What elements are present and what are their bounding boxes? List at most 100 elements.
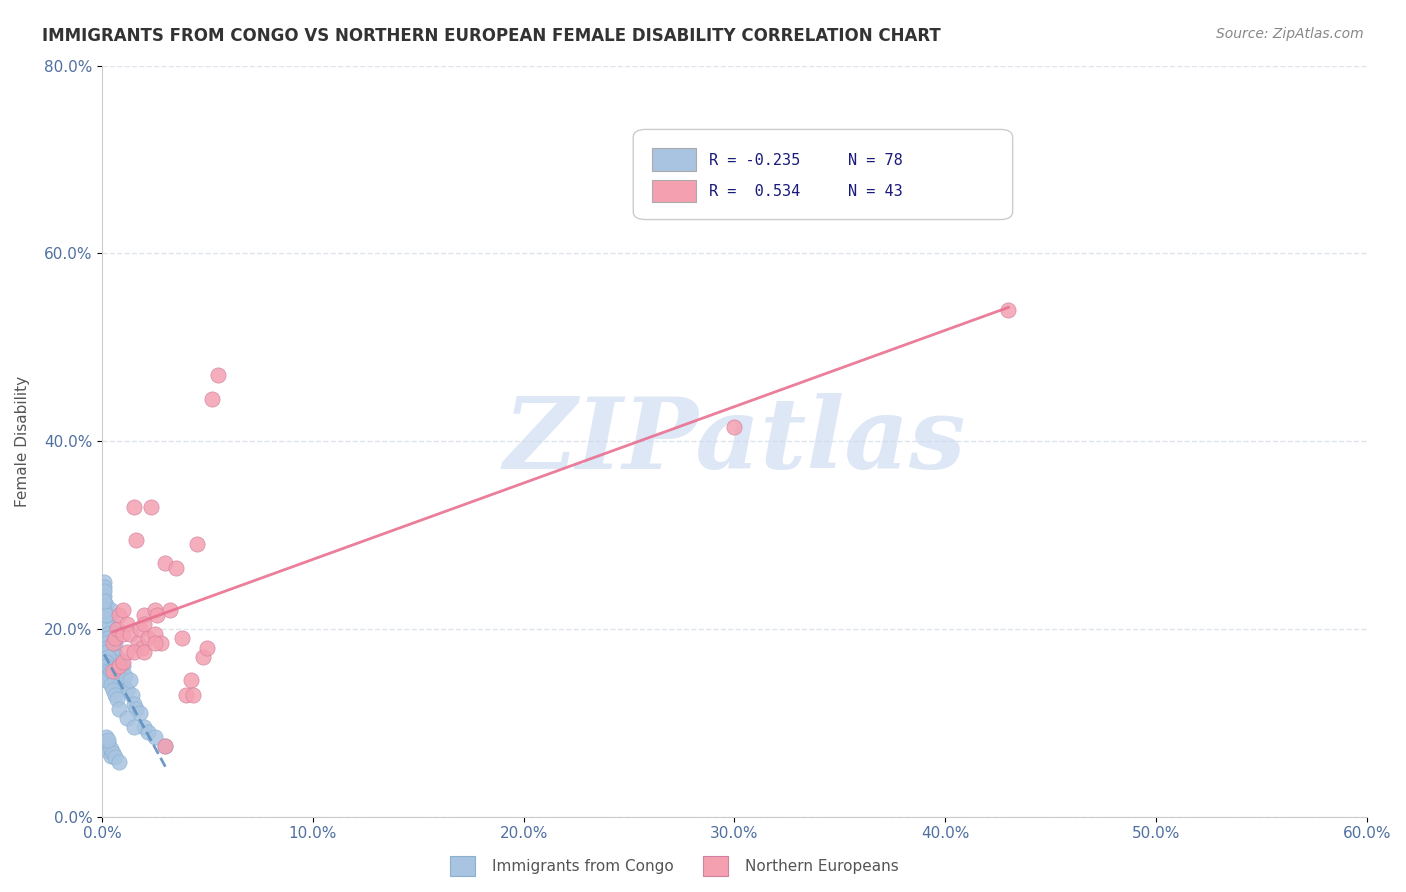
Point [181,688,204,702]
Point [104,688,127,702]
Point [101,626,124,640]
Point [93,589,115,603]
Point [100,664,122,678]
Point [122,697,145,711]
Point [108,655,131,669]
Point [150,636,173,650]
Point [96,640,118,655]
Point [110,673,132,688]
Text: ZIPatlas: ZIPatlas [503,392,966,490]
Point [97,664,120,678]
Point [176,688,198,702]
Point [96,734,118,748]
Point [117,617,139,632]
Point [96,640,118,655]
Point [134,645,156,659]
Point [108,755,131,769]
Point [125,533,148,547]
Point [155,739,177,754]
Point [93,593,115,607]
Point [96,607,118,622]
Point [112,659,135,673]
Point [201,392,224,406]
Point [165,561,187,575]
Point [108,669,131,683]
Point [108,701,131,715]
Y-axis label: Female Disability: Female Disability [15,376,30,507]
Text: R = -0.235: R = -0.235 [709,153,800,168]
Text: Northern Europeans: Northern Europeans [745,859,898,874]
Point [197,640,219,655]
Point [97,732,120,747]
Point [143,603,166,617]
Point [101,682,124,697]
Point [180,673,202,688]
Point [105,664,128,678]
Point [100,678,122,692]
Point [100,748,122,763]
Point [96,599,118,613]
Point [96,730,118,744]
Point [96,636,118,650]
Point [97,645,120,659]
Point [186,537,208,551]
Point [104,750,127,764]
Point [104,659,127,673]
Point [93,632,115,646]
Point [97,659,120,673]
Point [143,730,166,744]
FancyBboxPatch shape [652,180,696,202]
Point [117,645,139,659]
Point [122,720,145,734]
Text: IMMIGRANTS FROM CONGO VS NORTHERN EUROPEAN FEMALE DISABILITY CORRELATION CHART: IMMIGRANTS FROM CONGO VS NORTHERN EUROPE… [42,27,941,45]
Text: N = 43: N = 43 [848,185,903,199]
Point [96,636,118,650]
Point [117,711,139,725]
Point [112,655,135,669]
Point [125,701,148,715]
Point [105,622,128,636]
Point [127,636,149,650]
Point [93,580,115,594]
Point [110,659,132,673]
Point [104,632,127,646]
Point [101,746,124,760]
Point [104,636,127,650]
Point [101,645,124,659]
Point [97,655,120,669]
Point [131,640,153,655]
Point [138,725,160,739]
Point [101,664,124,678]
Point [100,742,122,756]
Point [93,603,115,617]
Point [93,584,115,599]
Text: Immigrants from Congo: Immigrants from Congo [492,859,673,874]
Point [112,678,135,692]
Point [101,636,124,650]
Point [129,706,152,721]
Point [139,500,162,514]
Text: N = 78: N = 78 [848,153,903,168]
Point [100,603,122,617]
Point [134,617,156,632]
Point [193,650,215,665]
Point [118,673,141,688]
Point [93,574,115,589]
Point [96,659,118,673]
Point [146,607,169,622]
Point [121,688,143,702]
Point [108,659,131,673]
Point [117,682,139,697]
Point [723,420,745,434]
Point [97,622,120,636]
Point [114,669,136,683]
Point [97,736,120,750]
Point [112,626,135,640]
Point [104,673,127,688]
Text: Source: ZipAtlas.com: Source: ZipAtlas.com [1216,27,1364,41]
Point [96,655,118,669]
Point [96,617,118,632]
Point [100,664,122,678]
FancyBboxPatch shape [633,129,1012,219]
Point [159,603,181,617]
